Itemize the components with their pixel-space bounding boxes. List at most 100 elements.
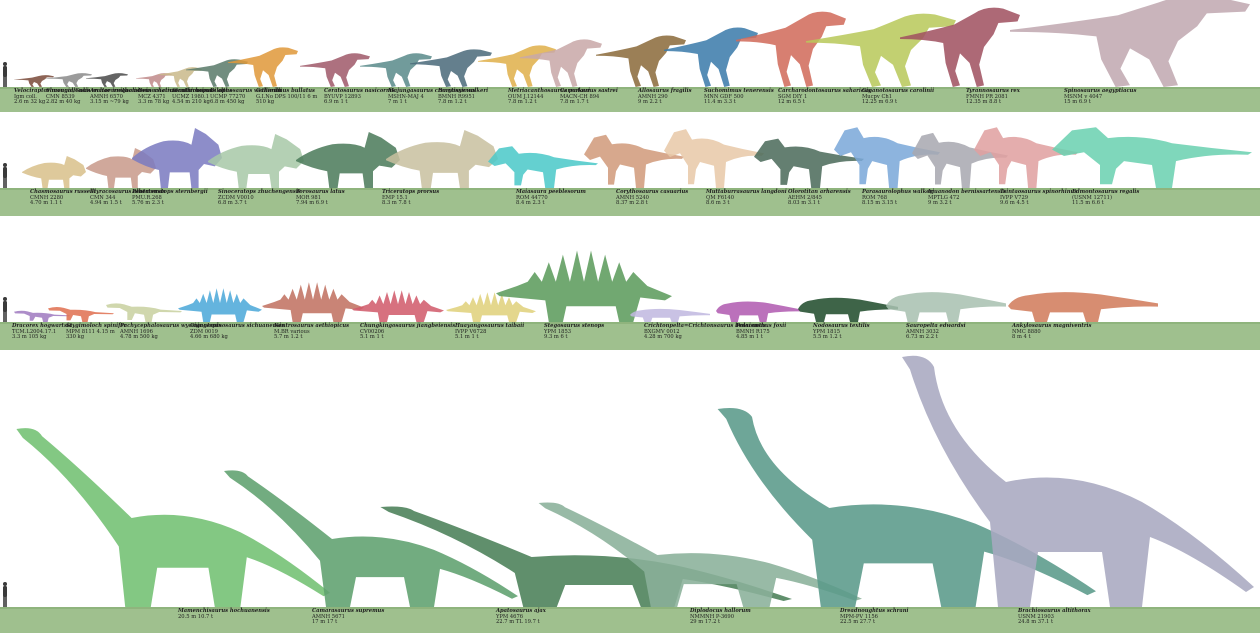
size-mass: 5.1 m 1 t	[360, 334, 384, 341]
species-label: Stegosaurus stenops YPM 1853 9.3 m 6 t	[544, 323, 604, 341]
silhouette-velociraptor-mongoliensis	[14, 75, 54, 87]
species-label: Pentaceratops sternbergii PMU.R.268 5.76 m…	[132, 189, 208, 207]
size-mass: 9 m 3.2 t	[928, 200, 952, 207]
species-label: Carcharodontosaurus saharicus SGM DIY 1 12…	[778, 88, 871, 106]
species-label: Shuvuuia/Gobivenator inequalis CMN 8539 2.…	[46, 88, 139, 106]
species-name: Giganotosaurus carolinii	[862, 88, 935, 94]
silhouette-ceratosaurus-nasicornis	[300, 53, 370, 87]
silhouette-chasmosaurus-russelli	[22, 156, 86, 188]
silhouette-polacanthus-foxii	[716, 301, 800, 322]
specimen-id: USNM 21903	[1018, 613, 1054, 620]
species-label: Triceratops prorsus EMP 15.1 8.3 m 7.8 t	[382, 189, 439, 207]
size-mass: 330 kg	[66, 334, 85, 341]
size-mass: 4.70 m 1.1 t	[30, 200, 62, 207]
size-mass: 2.82 m 40 kg	[46, 99, 81, 106]
species-label: Pachycephalosaurus wyomingensis AMNH 1696…	[120, 323, 222, 341]
size-mass: 3.3 m 105 kg	[12, 334, 47, 341]
size-mass: 5.7 m 1.2 t	[274, 334, 303, 341]
silhouette-struthiomimus-altus	[158, 67, 202, 87]
specimen-id: MACN-CH 894	[560, 93, 600, 100]
silhouette-pachycephalosaurus-wyomingensis	[106, 303, 182, 322]
species-name: Dilophosaurus wetherilli	[210, 88, 282, 94]
species-label: Diplodocus hallorum NMMNH P-3690 29 m 17.2…	[690, 608, 751, 626]
specimen-id: AMNH 290	[638, 93, 668, 100]
size-mass: 6.8 m 3.7 t	[218, 200, 247, 207]
species-label: Apatosaurus ajax YPM 4676 22.7 m TL 19.7 t	[496, 608, 546, 626]
silhouette-tsintaosaurus-spinorhinus	[974, 127, 1078, 188]
size-mass: 2.6 m 32 kg	[14, 99, 46, 106]
size-mass: 8.15 m 3.15 t	[862, 200, 898, 207]
ground-edge	[0, 188, 1260, 190]
species-name: Chasmosaurus russelli	[30, 189, 96, 195]
species-name: Tsintaosaurus spinorhinus	[1000, 189, 1078, 195]
species-name: Huayangosaurus taibaii	[455, 323, 525, 329]
specimen-id: (USNM 12711)	[1072, 194, 1112, 201]
silhouette-edmontosaurus-regalis	[1052, 127, 1252, 188]
silhouette-gigantspinosaurus-sichuanensis	[178, 288, 262, 322]
silhouette-suchomimus-tenerensis	[664, 27, 758, 87]
species-label: Gigantspinosaurus sichuanensis ZDM 0019 4.…	[190, 323, 284, 341]
specimen-id: MPTLG 472	[928, 194, 960, 201]
species-label: Olorotitan arharensis AEHM 2/845 8.03 m 3.…	[788, 189, 851, 207]
silhouette-pentaceratops-sternbergii	[132, 128, 222, 188]
species-name: Diplodocus hallorum	[690, 608, 751, 614]
silhouette-giganotosaurus-carolinii	[806, 13, 956, 88]
species-name: Sauropelta edwardsi	[906, 323, 966, 329]
specimen-id: OUM J.12144	[508, 93, 544, 100]
silhouette-parasaurolophus-walkeri	[834, 127, 940, 188]
specimen-id: MNN GDF 500	[704, 93, 744, 100]
silhouette-maiasaura-peeblesorum	[488, 146, 598, 188]
species-label: Maiasaura peeblesorum ROM 44770 8.4 m 2.3 …	[516, 189, 586, 207]
size-mass: 12.25 m 6.9 t	[862, 99, 898, 106]
specimen-id: ZCDM V0010	[218, 194, 254, 201]
size-mass: 510 kg	[256, 99, 275, 106]
species-name: Dracorex hogwartsia	[12, 323, 73, 329]
specimen-id: BMNH R175	[736, 328, 770, 335]
size-mass: 8.03 m 3.1 t	[788, 200, 820, 207]
species-name: Metriacanthosaurus parkeri	[508, 88, 591, 94]
size-mass: 7 m 1 t	[388, 99, 407, 106]
species-name: Iguanodon bernissartensis	[928, 189, 1006, 195]
human-scale-icon	[3, 297, 7, 322]
silhouette-diplodocus-hallorum	[538, 502, 862, 607]
specimen-id: BXGMV 0012	[644, 328, 680, 335]
species-label: Camarasaurus supremus AMNH 5671 17 m 17 t	[312, 608, 384, 626]
species-label: Corythosaurus casuarius AMNH 5240 8.37 m 2…	[616, 189, 688, 207]
silhouette-gallimimus-bullatus	[228, 47, 298, 87]
species-name: Brachiosaurus altithorax	[1018, 608, 1091, 614]
size-mass: 7.8 m 1.2 t	[438, 99, 467, 106]
silhouette-chungkingosaurus-jiangbeiensis	[352, 290, 444, 322]
species-label: Nodosaurus textilis YPM 1815 5.5 m 1.2 t	[813, 323, 870, 341]
species-label: Polacanthus foxii BMNH R175 4.85 m 1 t	[736, 323, 786, 341]
size-mass: 24.8 m 37.1 t	[1018, 619, 1054, 626]
species-name: Parasaurolophus walkeri	[862, 189, 935, 195]
specimen-id: YPM 1815	[813, 328, 841, 335]
species-name: Tyrannosaurus rex	[966, 88, 1020, 94]
silhouette-dracorex-hogwartsia	[14, 310, 70, 322]
species-name: Majungasaurus crenatissimus	[388, 88, 476, 94]
silhouette-nodosaurus-textilis	[798, 297, 898, 322]
specimen-id: NMMNH P-3690	[690, 613, 735, 620]
size-mass: 5.76 m 2.3 t	[132, 200, 164, 207]
silhouette-olorotitan-arharensis	[754, 138, 864, 188]
species-label: Ankylosaurus magniventris NMC 8880 8 m 4 t	[1012, 323, 1091, 341]
size-mass: 8.6 m 3 t	[706, 200, 730, 207]
size-mass: 4.66 m 680 kg	[190, 334, 228, 341]
specimen-id: BYUVP 12893	[324, 93, 361, 100]
silhouette-baryonyx-walkeri	[410, 49, 492, 87]
species-label: Parasaurolophus walkeri ROM 768 8.15 m 3.1…	[862, 189, 935, 207]
size-mass: 4.85 m 1 t	[736, 334, 763, 341]
size-mass: 6.8 m 450 kg	[210, 99, 245, 106]
size-mass: 8 m 4 t	[1012, 334, 1031, 341]
specimen-id: MOR 981	[296, 194, 322, 201]
species-name: Allosaurus fragilis	[638, 88, 692, 94]
silhouette-corythosaurus-casuarius	[584, 134, 684, 188]
human-scale-icon	[3, 62, 7, 87]
size-mass: 11.4 m 3.3 t	[704, 99, 736, 106]
species-name: Carcharodontosaurus saharicus	[778, 88, 871, 94]
specimen-id: AMNH 3032	[906, 328, 939, 335]
specimen-id: MSHN-MAJ 4	[388, 93, 424, 100]
size-mass: 4.78 m 500 kg	[120, 334, 158, 341]
species-name: Torosaurus latus	[296, 189, 345, 195]
species-label: Mamenchisaurus hochuanensis 20.5 m 10.7 t	[178, 608, 270, 620]
